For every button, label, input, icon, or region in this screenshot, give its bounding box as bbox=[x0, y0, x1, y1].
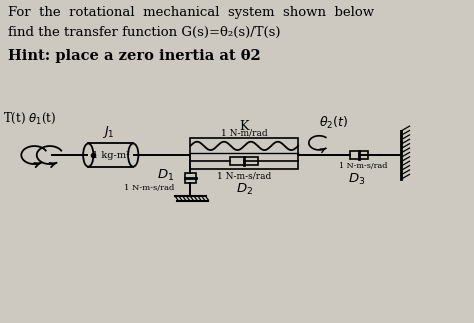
Bar bbox=[191, 138, 298, 169]
Text: $D_1$: $D_1$ bbox=[157, 167, 174, 182]
Bar bbox=[350, 151, 368, 159]
Text: find the transfer function G(s)=θ₂(s)/T(s): find the transfer function G(s)=θ₂(s)/T(… bbox=[8, 26, 280, 39]
Text: $D_3$: $D_3$ bbox=[348, 172, 365, 187]
Bar bbox=[88, 143, 133, 167]
Text: 1 N-m-s/rad: 1 N-m-s/rad bbox=[124, 184, 174, 192]
Text: 1 N-m-s/rad: 1 N-m-s/rad bbox=[339, 162, 387, 170]
Text: 1 kg-m²: 1 kg-m² bbox=[92, 151, 130, 160]
Text: $D_2$: $D_2$ bbox=[236, 182, 253, 197]
Text: $J_1$: $J_1$ bbox=[102, 124, 115, 140]
Text: Hint: place a zero inertia at θ2: Hint: place a zero inertia at θ2 bbox=[8, 49, 261, 63]
Text: K: K bbox=[239, 120, 249, 132]
Ellipse shape bbox=[128, 143, 138, 167]
Ellipse shape bbox=[83, 143, 93, 167]
Text: For  the  rotational  mechanical  system  shown  below: For the rotational mechanical system sho… bbox=[8, 5, 374, 18]
Text: 1 N-m-s/rad: 1 N-m-s/rad bbox=[217, 171, 271, 180]
Bar bbox=[230, 157, 258, 165]
Text: T(t) $\theta_1$(t): T(t) $\theta_1$(t) bbox=[3, 111, 56, 126]
Text: $\theta_2(t)$: $\theta_2(t)$ bbox=[319, 115, 348, 131]
Text: 1 N-m/rad: 1 N-m/rad bbox=[221, 129, 267, 138]
Bar bbox=[184, 173, 196, 183]
